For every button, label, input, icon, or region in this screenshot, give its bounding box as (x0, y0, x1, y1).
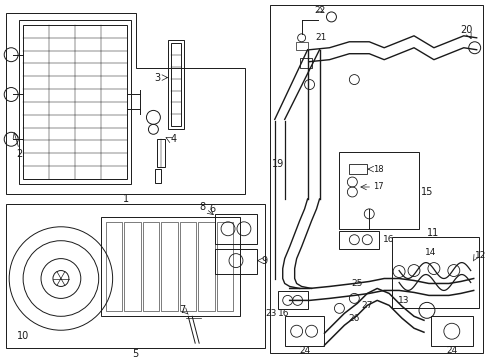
Bar (430, 316, 472, 346)
Bar (215, 214, 256, 244)
Bar (277, 292, 307, 309)
Text: 5: 5 (132, 349, 139, 359)
Bar (157, 139, 165, 167)
Bar (198, 222, 214, 311)
Text: 12: 12 (474, 251, 485, 260)
Bar (155, 169, 161, 183)
Bar (339, 152, 418, 229)
Bar (101, 217, 240, 316)
Text: 6: 6 (208, 204, 215, 214)
Bar (284, 316, 324, 346)
Text: 24: 24 (298, 346, 309, 355)
Text: 20: 20 (460, 25, 472, 35)
Bar (6, 204, 264, 348)
Bar (339, 231, 378, 249)
Text: 9: 9 (261, 256, 267, 266)
Bar (168, 40, 184, 129)
Text: 10: 10 (17, 331, 29, 341)
Bar (124, 222, 141, 311)
Bar (19, 20, 130, 184)
Text: 22: 22 (313, 6, 325, 15)
Text: 18: 18 (372, 165, 383, 174)
Text: 17: 17 (372, 183, 383, 192)
Text: 8: 8 (199, 202, 205, 212)
Text: 21: 21 (315, 33, 326, 42)
Bar (23, 25, 126, 179)
Text: 16: 16 (277, 309, 289, 318)
Text: 16: 16 (383, 235, 394, 244)
Bar (171, 43, 181, 126)
Text: 13: 13 (398, 296, 409, 305)
Bar (299, 58, 311, 68)
Text: 25: 25 (351, 279, 362, 288)
Text: 27: 27 (361, 301, 372, 310)
Text: 23: 23 (265, 309, 276, 318)
Bar (142, 222, 159, 311)
Text: 24: 24 (445, 346, 456, 355)
Bar (391, 237, 478, 309)
Bar (105, 222, 122, 311)
Bar (348, 164, 366, 174)
Bar (215, 249, 256, 274)
Text: 4: 4 (170, 134, 176, 144)
Text: 2: 2 (16, 149, 22, 159)
Text: 14: 14 (425, 248, 436, 257)
Bar (216, 222, 232, 311)
Text: 1: 1 (122, 194, 128, 204)
Text: 19: 19 (271, 159, 284, 169)
Text: 11: 11 (426, 228, 438, 238)
Bar (295, 42, 307, 50)
Bar (161, 222, 177, 311)
Bar (179, 222, 196, 311)
Text: 3: 3 (154, 73, 160, 82)
Text: 7: 7 (179, 305, 185, 315)
Text: 15: 15 (420, 187, 432, 197)
Text: 26: 26 (348, 314, 359, 323)
Bar (269, 5, 482, 353)
